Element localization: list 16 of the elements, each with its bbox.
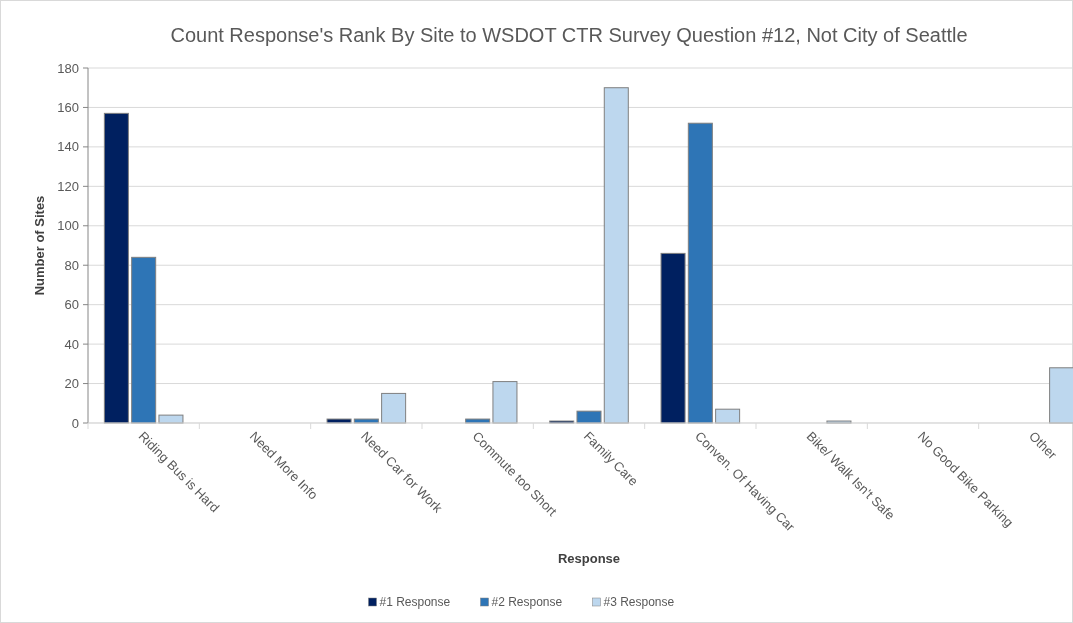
y-tick-label: 160 (57, 99, 79, 115)
y-tick-label: 0 (71, 415, 79, 431)
y-axis-title: Number of Sites (32, 195, 47, 296)
legend-label: #1 Response (379, 595, 451, 609)
x-axis-title: Response (557, 551, 621, 566)
y-tick-label: 100 (57, 218, 79, 234)
y-tick-label: 80 (64, 257, 79, 273)
legend-label: #3 Response (603, 595, 675, 609)
legend-label: #2 Response (491, 595, 563, 609)
y-tick-label: 60 (64, 297, 79, 313)
y-tick-label: 20 (64, 376, 79, 392)
chart-title: Count Response's Rank By Site to WSDOT CTR Survey Question #12, Not City of Seattle (170, 24, 968, 46)
y-tick-label: 40 (64, 336, 79, 352)
y-tick-label: 140 (57, 139, 79, 155)
y-tick-label: 180 (57, 60, 79, 76)
y-tick-label: 120 (57, 178, 79, 194)
